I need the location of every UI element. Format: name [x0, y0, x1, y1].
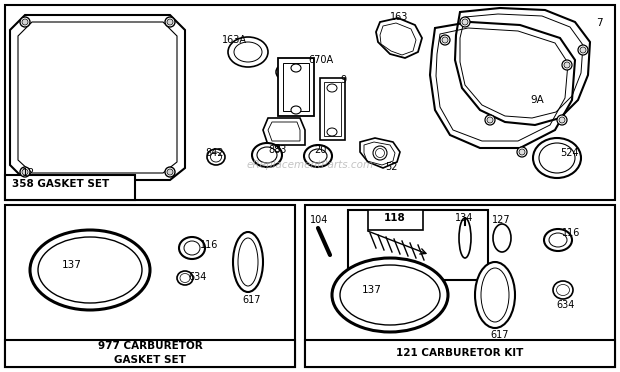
Ellipse shape — [517, 147, 527, 157]
Text: 127: 127 — [492, 215, 511, 225]
Ellipse shape — [180, 273, 190, 282]
Text: 52: 52 — [385, 162, 397, 172]
Text: 670A: 670A — [308, 55, 333, 65]
Text: 617: 617 — [490, 330, 508, 340]
Bar — [348, 210, 488, 280]
Bar — [324, 82, 341, 136]
Ellipse shape — [327, 128, 337, 136]
Ellipse shape — [20, 17, 30, 27]
Ellipse shape — [22, 169, 28, 175]
Text: 12: 12 — [22, 168, 35, 178]
Bar — [5, 5, 615, 200]
Text: 134: 134 — [455, 213, 474, 223]
Text: 7: 7 — [596, 18, 603, 28]
Bar — [368, 210, 423, 230]
Ellipse shape — [557, 285, 570, 295]
Ellipse shape — [440, 35, 450, 45]
Ellipse shape — [562, 60, 572, 70]
Ellipse shape — [165, 17, 175, 27]
Ellipse shape — [291, 64, 301, 72]
Bar — [305, 340, 615, 367]
Text: 883: 883 — [268, 145, 286, 155]
Ellipse shape — [485, 115, 495, 125]
Ellipse shape — [167, 19, 173, 25]
Text: 842: 842 — [205, 148, 223, 158]
Ellipse shape — [487, 117, 493, 123]
Ellipse shape — [580, 47, 586, 53]
Ellipse shape — [165, 167, 175, 177]
Ellipse shape — [276, 65, 290, 79]
Ellipse shape — [22, 19, 28, 25]
Text: 104: 104 — [310, 215, 329, 225]
Ellipse shape — [373, 146, 387, 160]
Ellipse shape — [475, 262, 515, 328]
Ellipse shape — [553, 281, 573, 299]
Ellipse shape — [481, 268, 509, 322]
Ellipse shape — [309, 149, 327, 163]
Bar — [305, 205, 615, 367]
Ellipse shape — [167, 169, 173, 175]
Ellipse shape — [557, 115, 567, 125]
Ellipse shape — [30, 230, 150, 310]
Text: 137: 137 — [362, 285, 382, 295]
Text: 116: 116 — [200, 240, 218, 250]
Ellipse shape — [278, 67, 288, 77]
Ellipse shape — [291, 106, 301, 114]
Text: 634: 634 — [188, 272, 206, 282]
Ellipse shape — [519, 149, 525, 155]
Ellipse shape — [211, 152, 221, 162]
Ellipse shape — [257, 147, 277, 163]
Text: 20: 20 — [314, 145, 326, 155]
Ellipse shape — [233, 232, 263, 292]
Ellipse shape — [234, 42, 262, 62]
Ellipse shape — [460, 17, 470, 27]
Bar — [5, 175, 135, 200]
Ellipse shape — [544, 229, 572, 251]
Text: 137: 137 — [62, 260, 82, 270]
Ellipse shape — [493, 224, 511, 252]
Text: 118: 118 — [384, 213, 406, 223]
Ellipse shape — [533, 138, 581, 178]
Text: 9: 9 — [340, 75, 346, 85]
Text: 116: 116 — [562, 228, 580, 238]
Ellipse shape — [459, 218, 471, 258]
Bar — [278, 58, 314, 116]
Ellipse shape — [177, 271, 193, 285]
Ellipse shape — [462, 19, 468, 25]
Ellipse shape — [564, 62, 570, 68]
Bar — [320, 78, 345, 140]
Ellipse shape — [20, 167, 30, 177]
Ellipse shape — [38, 237, 142, 303]
Ellipse shape — [252, 143, 282, 167]
Ellipse shape — [332, 258, 448, 332]
Text: 3: 3 — [274, 144, 280, 154]
Ellipse shape — [376, 148, 384, 157]
Ellipse shape — [539, 143, 575, 173]
Text: 9A: 9A — [530, 95, 544, 105]
Ellipse shape — [549, 233, 567, 247]
Ellipse shape — [327, 84, 337, 92]
Ellipse shape — [228, 37, 268, 67]
Text: 163: 163 — [390, 12, 409, 22]
Ellipse shape — [559, 117, 565, 123]
Ellipse shape — [184, 241, 200, 255]
Text: 524: 524 — [560, 148, 578, 158]
Text: 358 GASKET SET: 358 GASKET SET — [12, 179, 109, 189]
Text: 634: 634 — [556, 300, 574, 310]
Text: 163A: 163A — [222, 35, 247, 45]
Ellipse shape — [238, 238, 258, 286]
Bar — [283, 63, 309, 111]
Text: 121 CARBURETOR KIT: 121 CARBURETOR KIT — [396, 348, 524, 358]
Ellipse shape — [442, 37, 448, 43]
Text: 977 CARBURETOR
GASKET SET: 977 CARBURETOR GASKET SET — [97, 341, 202, 365]
Text: eReplacementParts.com: eReplacementParts.com — [246, 160, 374, 170]
Ellipse shape — [578, 45, 588, 55]
Ellipse shape — [340, 265, 440, 325]
Text: 617: 617 — [242, 295, 260, 305]
Bar — [5, 340, 295, 367]
Ellipse shape — [304, 145, 332, 167]
Ellipse shape — [207, 149, 225, 165]
Ellipse shape — [179, 237, 205, 259]
Bar — [5, 205, 295, 367]
